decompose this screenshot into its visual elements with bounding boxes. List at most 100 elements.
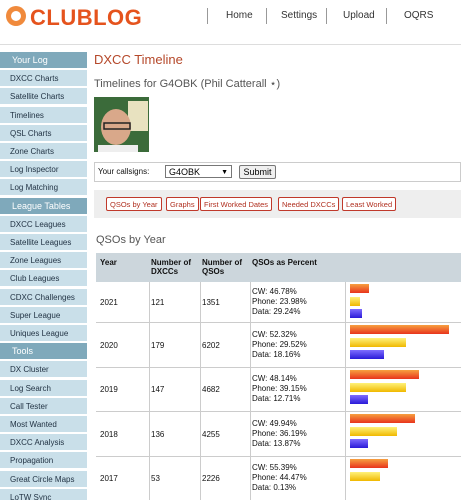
sidebar-link[interactable]: Propagation [0, 452, 87, 470]
tab-button[interactable]: Graphs [166, 197, 199, 211]
nav-home[interactable]: Home [226, 10, 253, 21]
column-rule [250, 457, 251, 500]
column-rule [345, 368, 346, 412]
sidebar-link[interactable]: Great Circle Maps [0, 470, 87, 488]
sidebar-link[interactable]: DXCC Leagues [0, 215, 87, 233]
dxcc-count: 147 [151, 385, 165, 394]
logo-icon [6, 6, 26, 26]
column-rule [345, 412, 346, 457]
sidebar-link[interactable]: Satellite Charts [0, 88, 87, 106]
qso-count: 6202 [202, 340, 220, 350]
sidebar-link[interactable]: Uniques League [0, 325, 87, 342]
year: 2018 [100, 429, 118, 439]
column-rule [345, 323, 346, 368]
column-rule [250, 368, 251, 412]
sidebar-link[interactable]: LoTW Sync [0, 488, 87, 500]
phone-percent: Phone: 36.19% [252, 428, 307, 438]
phone-percent: Phone: 23.98% [252, 296, 307, 306]
dxcc-count: 121 [151, 297, 165, 307]
data-percent: Data: 12.71% [252, 394, 301, 403]
column-rule [149, 457, 150, 500]
sidebar-link[interactable]: Zone Leagues [0, 252, 87, 270]
dxcc-count: 53 [151, 474, 160, 483]
tab-button[interactable]: Least Worked [342, 197, 397, 211]
qso-count: 2226 [202, 474, 220, 483]
phone-bar [350, 382, 406, 392]
tab-button[interactable]: Needed DXCCs [278, 197, 340, 211]
column-rule [345, 457, 346, 500]
year: 2020 [100, 340, 118, 350]
sidebar-link[interactable]: Call Tester [0, 397, 87, 415]
phone-percent: Phone: 44.47% [252, 473, 307, 482]
sidebar-section: Tools [0, 343, 87, 361]
column-rule [200, 323, 201, 368]
callsign-select[interactable]: G4OBK ▼ [165, 165, 232, 178]
qso-count: 4682 [202, 385, 220, 394]
tab-button[interactable]: First Worked Dates [200, 197, 273, 211]
sidebar-link[interactable]: CDXC Challenges [0, 288, 87, 306]
sidebar-link[interactable]: Super League [0, 306, 87, 324]
column-rule [149, 412, 150, 457]
cw-bar [350, 414, 415, 423]
column-rule [200, 368, 201, 412]
header-rule [0, 44, 461, 45]
sidebar-link[interactable]: DXCC Charts [0, 70, 87, 88]
year: 2021 [100, 297, 118, 307]
data-percent: Data: 29.24% [252, 306, 301, 316]
cw-bar [350, 284, 370, 293]
sidebar-link[interactable]: DX Cluster [0, 361, 87, 379]
table-header [96, 253, 461, 282]
sidebar-link[interactable]: Log Matching [0, 179, 87, 197]
dxcc-count: 179 [151, 340, 165, 350]
table-row [96, 457, 461, 500]
data-bar [350, 395, 369, 404]
nav-settings[interactable]: Settings [281, 10, 318, 21]
nav-upload[interactable]: Upload [343, 10, 375, 21]
cw-bar [350, 370, 419, 379]
sidebar-link[interactable]: Log Inspector [0, 161, 87, 179]
sidebar-link[interactable]: Log Search [0, 379, 87, 397]
column-rule [250, 282, 251, 323]
phone-percent: Phone: 29.52% [252, 339, 307, 349]
column-rule [149, 282, 150, 323]
logo[interactable]: CLUBLOG [30, 5, 143, 30]
column-header: Number of DXCCs [151, 258, 191, 276]
phone-percent: Phone: 39.15% [252, 384, 307, 393]
column-rule [149, 323, 150, 368]
cw-bar [350, 459, 388, 468]
phone-bar [350, 471, 381, 481]
subtitle: Timelines for G4OBK (Phil Catterall ⋆) [94, 78, 281, 90]
section-title: QSOs by Year [96, 234, 166, 246]
data-bar [350, 439, 368, 448]
data-percent: Data: 0.13% [252, 483, 297, 492]
phone-bar [350, 296, 360, 306]
sidebar-link[interactable]: Most Wanted [0, 416, 87, 433]
callsign-label: Your callsigns: [98, 167, 150, 176]
phone-bar [350, 426, 397, 436]
sidebar-link[interactable]: QSL Charts [0, 124, 87, 142]
column-rule [200, 412, 201, 457]
table-row [96, 282, 461, 323]
tab-button[interactable]: QSOs by Year [106, 197, 162, 211]
sidebar-link[interactable]: Zone Charts [0, 143, 87, 160]
column-header: Year [100, 258, 117, 267]
sidebar-link[interactable]: Timelines [0, 106, 87, 124]
data-percent: Data: 13.87% [252, 438, 301, 448]
data-bar [350, 309, 363, 318]
qso-count: 1351 [202, 297, 220, 307]
sidebar-link[interactable]: Club Leagues [0, 270, 87, 288]
cw-percent: CW: 55.39% [252, 463, 297, 472]
page-title: DXCC Timeline [94, 52, 183, 67]
column-rule [250, 412, 251, 457]
data-percent: Data: 18.16% [252, 349, 301, 359]
column-rule [345, 282, 346, 323]
sidebar-link[interactable]: DXCC Analysis [0, 434, 87, 452]
data-bar [350, 350, 385, 359]
column-rule [200, 457, 201, 500]
cw-percent: CW: 48.14% [252, 374, 297, 383]
submit-button[interactable]: Submit [239, 165, 276, 179]
column-rule [250, 323, 251, 368]
nav-oqrs[interactable]: OQRS [404, 10, 434, 21]
sidebar-link[interactable]: Satellite Leagues [0, 234, 87, 251]
column-rule [149, 368, 150, 412]
